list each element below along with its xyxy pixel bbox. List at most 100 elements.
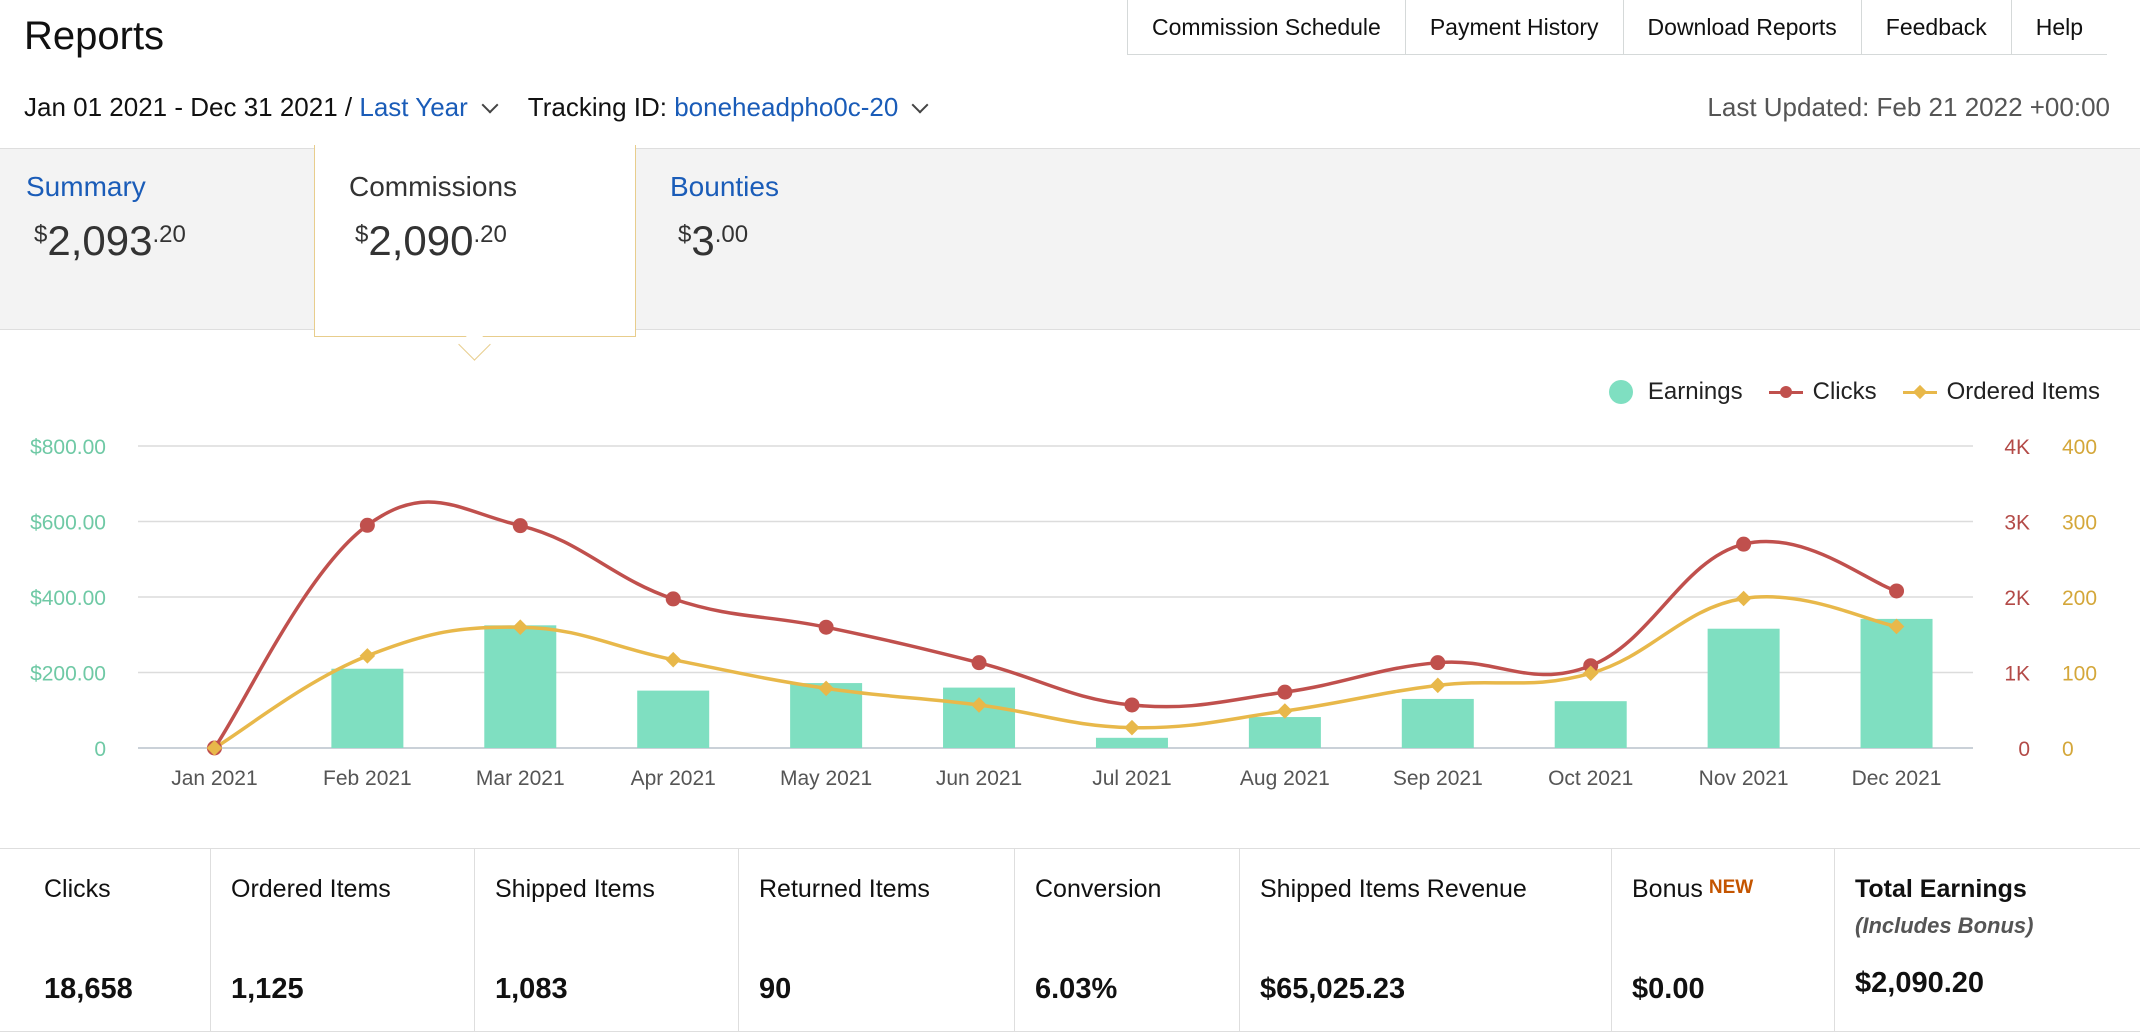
nav-commission-schedule[interactable]: Commission Schedule bbox=[1128, 0, 1406, 54]
ordered-items-point bbox=[665, 651, 681, 668]
stat-value: $65,025.23 bbox=[1260, 973, 1406, 1005]
clicks-point bbox=[1889, 583, 1905, 599]
tracking-id-dropdown[interactable]: boneheadpho0c-20 bbox=[674, 92, 899, 122]
y-tick-label-ordered-items: 100 bbox=[2062, 663, 2097, 686]
tab-summary[interactable]: Summary $2,093.20 bbox=[26, 149, 306, 329]
y-tick-label-earnings: $200.00 bbox=[30, 663, 106, 686]
y-tick-label-clicks: 2K bbox=[2004, 587, 2030, 610]
tab-bounties-label: Bounties bbox=[670, 171, 779, 202]
period-dropdown[interactable]: Last Year bbox=[359, 92, 468, 122]
earnings-bar bbox=[1860, 618, 1933, 748]
legend-item-ordered-items[interactable]: Ordered Items bbox=[1902, 378, 2100, 406]
tab-commissions[interactable]: Commissions $2,090.20 bbox=[314, 145, 636, 337]
tab-bounties[interactable]: Bounties $3.00 bbox=[670, 149, 930, 329]
ordered-items-point bbox=[359, 648, 376, 664]
earnings-bar bbox=[1095, 737, 1168, 748]
legend-item-clicks[interactable]: Clicks bbox=[1768, 378, 1877, 406]
last-updated: Last Updated: Feb 21 2022 +00:00 bbox=[1707, 92, 2110, 122]
y-tick-label-earnings: $800.00 bbox=[30, 436, 106, 459]
stat-value: 18,658 bbox=[44, 973, 133, 1005]
stat-value: 1,125 bbox=[231, 973, 304, 1005]
y-tick-label-ordered-items: 300 bbox=[2062, 512, 2097, 535]
stat-ordered-items: Ordered Items 1,125 bbox=[211, 849, 475, 1031]
nav-help[interactable]: Help bbox=[2035, 13, 2084, 40]
stat-conversion: Conversion 6.03% bbox=[1015, 849, 1240, 1031]
x-tick-label: Aug 2021 bbox=[1240, 767, 1330, 790]
chevron-down-icon[interactable] bbox=[481, 96, 499, 113]
tracking-id-label: Tracking ID: bbox=[527, 92, 667, 122]
stat-bonus-label: Bonus bbox=[1632, 875, 1703, 903]
x-tick-label: Nov 2021 bbox=[1699, 767, 1789, 790]
combo-chart: 0 0 0 $200.00 1K 100 $400.00 2K 200 $600.00 3K 300 $… bbox=[30, 436, 2097, 790]
chart-legend: Earnings Clicks Ordered Items bbox=[1604, 378, 2100, 406]
legend-label-earnings: Earnings bbox=[1647, 378, 1743, 405]
ordered-items-point bbox=[818, 680, 834, 697]
stat-value: 1,083 bbox=[495, 973, 568, 1005]
legend-label-clicks: Clicks bbox=[1812, 378, 1877, 405]
stat-label: Conversion bbox=[1035, 875, 1162, 903]
nav-download-reports[interactable]: Download Reports bbox=[1624, 0, 1862, 54]
legend-item-earnings[interactable]: Earnings bbox=[1604, 378, 1743, 406]
x-tick-label: Oct 2021 bbox=[1548, 767, 1633, 790]
earnings-bar bbox=[637, 690, 710, 748]
nav-payment-history[interactable]: Payment History bbox=[1406, 0, 1624, 54]
tab-summary-amount: $2,093.20 bbox=[34, 217, 186, 264]
earnings-bar bbox=[1401, 698, 1474, 748]
y-tick-label-earnings: $600.00 bbox=[30, 512, 106, 535]
x-tick-label: Apr 2021 bbox=[631, 767, 716, 790]
ordered-items-point bbox=[1888, 618, 1905, 635]
chart-area: 0 0 0 $200.00 1K 100 $400.00 2K 200 $600.00 3K 300 $… bbox=[0, 330, 2140, 848]
clicks-point bbox=[818, 619, 834, 635]
ordered-items-line bbox=[213, 595, 1897, 750]
filter-row: Jan 01 2021 - Dec 31 2021 / Last Year Tr… bbox=[24, 92, 936, 123]
new-badge: NEW bbox=[1708, 877, 1754, 898]
clicks-point bbox=[971, 655, 987, 671]
earnings-bar bbox=[1707, 628, 1780, 748]
legend-swatch-ordered-marker bbox=[1912, 384, 1927, 400]
earnings-bar bbox=[1554, 701, 1627, 748]
earnings-bar bbox=[1248, 717, 1321, 748]
ordered-items-point bbox=[1582, 665, 1599, 682]
x-tick-label: Jul 2021 bbox=[1092, 767, 1171, 790]
stat-sublabel: (Includes Bonus) bbox=[1855, 913, 2034, 938]
y-tick-label-ordered-items: 400 bbox=[2062, 436, 2097, 459]
y-tick-label-ordered-items: 200 bbox=[2062, 587, 2097, 610]
stat-shipped-items-revenue: Shipped Items Revenue $65,025.23 bbox=[1240, 849, 1612, 1031]
x-tick-label: Jun 2021 bbox=[936, 767, 1022, 790]
stat-returned-items: Returned Items 90 bbox=[739, 849, 1015, 1031]
chevron-down-icon[interactable] bbox=[911, 96, 929, 113]
clicks-point bbox=[512, 518, 528, 534]
nav-feedback[interactable]: Feedback bbox=[1862, 0, 2012, 54]
clicks-point bbox=[1736, 536, 1752, 552]
y-tick-label-clicks: 1K bbox=[2004, 663, 2030, 686]
clicks-line bbox=[213, 500, 1898, 749]
stat-value: $0.00 bbox=[1632, 973, 1705, 1005]
summary-tabs: Summary $2,093.20 Commissions $2,090.20 … bbox=[0, 145, 2140, 337]
ordered-items-point bbox=[206, 740, 223, 756]
stat-value: 90 bbox=[759, 973, 792, 1005]
y-tick-label-ordered-items: 0 bbox=[2062, 738, 2074, 761]
stat-label: Total Earnings bbox=[1855, 875, 2027, 903]
earnings-bar bbox=[331, 668, 404, 748]
ordered-items-point bbox=[1124, 719, 1140, 736]
stats-band: Clicks 18,658 Ordered Items 1,125 Shippe… bbox=[0, 848, 2140, 1032]
stat-label: Clicks bbox=[44, 875, 111, 903]
stat-label: Bonus NEW bbox=[1632, 875, 1753, 904]
ordered-items-point bbox=[1735, 590, 1752, 607]
x-tick-label: Feb 2021 bbox=[323, 767, 412, 790]
stat-label: Returned Items bbox=[759, 875, 930, 903]
stat-shipped-items: Shipped Items 1,083 bbox=[475, 849, 739, 1031]
legend-swatch-earnings bbox=[1608, 380, 1633, 404]
stat-label: Ordered Items bbox=[231, 875, 391, 903]
clicks-point bbox=[1430, 655, 1446, 671]
y-tick-label-clicks: 0 bbox=[2018, 738, 2030, 761]
y-tick-label-clicks: 3K bbox=[2004, 512, 2030, 535]
x-tick-label: Dec 2021 bbox=[1852, 767, 1942, 790]
clicks-point bbox=[1124, 697, 1140, 713]
clicks-point bbox=[359, 517, 375, 533]
legend-swatch-clicks-marker bbox=[1779, 386, 1792, 398]
stat-bonus: Bonus NEW $0.00 bbox=[1612, 849, 1835, 1031]
y-tick-label-clicks: 4K bbox=[2004, 436, 2030, 459]
ordered-items-point bbox=[1430, 677, 1446, 694]
stat-label: Shipped Items bbox=[495, 875, 655, 903]
